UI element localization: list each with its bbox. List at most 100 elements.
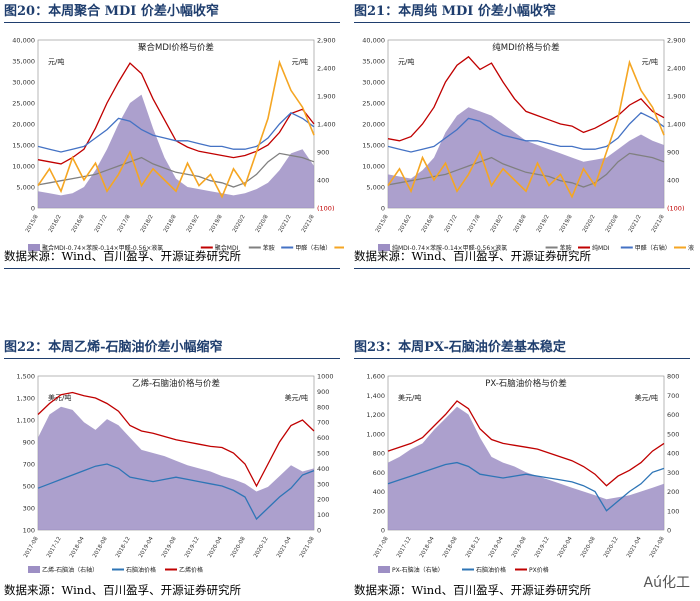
y-tick-left: 35,000 [12,58,35,66]
legend-label: 甲醛（右轴） [635,244,671,252]
x-tick: 2018-04 [69,536,86,559]
x-tick: 2018-04 [419,536,436,559]
series-line [387,112,665,153]
series-line [37,62,315,165]
x-tick: 2019-04 [138,536,155,559]
legend-label: 石脑油价格 [476,566,506,574]
y-tick-left: 30,000 [12,79,35,87]
chart-panel-1: 图20：本周聚合 MDI 价差小幅收窄 聚合MDI价格与价差 元/吨 元/吨 40,0… [4,2,344,292]
chart-title: PX-石脑油价格与价差 [485,378,567,389]
legend-label: 乙烯价格 [179,566,203,574]
x-tick: 2021/2 [628,214,643,234]
source-note: 数据来源：Wind、百川盈孚、开源证券研究所 [354,249,592,263]
x-tick: 2017/8 [467,214,482,234]
x-tick: 2021-08 [299,536,316,559]
x-tick: 2020/8 [255,214,270,234]
x-tick: 2018-08 [442,536,459,559]
series-area [38,94,314,208]
x-tick: 2018-08 [92,536,109,559]
y-tick-right: 1000 [317,373,334,381]
x-tick: 2016/2 [398,214,413,234]
series-area [388,406,664,530]
legend-label: 纯MDI-0.74×苯胺-0.14×甲醛-0.56×液氯 [392,244,507,252]
legend-label: PX价格 [529,566,549,574]
legend-swatch [28,244,40,251]
y-tick-left: 100 [23,527,35,535]
left-axis-unit: 美元/吨 [48,393,71,402]
y-tick-right: 1,900 [667,93,686,101]
y-tick-left: 1,600 [366,373,385,381]
source-note: 数据来源：Wind、百川盈孚、开源证券研究所 [4,583,242,597]
x-tick: 2018/8 [513,214,528,234]
x-tick: 2021/2 [278,214,293,234]
y-tick-right: 400 [317,177,329,185]
y-tick-right: 400 [667,450,679,458]
y-tick-right: 1,900 [317,93,336,101]
x-tick: 2018/8 [163,214,178,234]
x-tick: 2020/2 [232,214,247,234]
series-area [38,406,314,530]
y-tick-left: 15,000 [12,142,35,150]
series-area [388,107,664,208]
y-tick-left: 1,400 [366,392,385,400]
x-tick: 2016/8 [421,214,436,234]
x-tick: 2021/8 [651,214,666,234]
series-line [37,391,315,488]
y-tick-right: 2,900 [667,37,686,45]
x-tick: 2016/2 [48,214,63,234]
x-tick: 2020-04 [557,536,574,559]
series-line [37,59,315,199]
y-tick-right: 1,400 [667,121,686,129]
legend-swatch [28,566,40,573]
y-tick-left: 15,000 [362,142,385,150]
y-tick-left: 1,300 [16,395,35,403]
chart-header: 图23：本周PX-石脑油价差基本稳定 [354,338,690,359]
y-tick-left: 1,000 [366,430,385,438]
y-tick-left: 25,000 [12,100,35,108]
legend-label: 聚合MDI-0.74×苯胺-0.14×甲醛-0.56×液氯 [42,244,163,252]
series-line [387,461,665,512]
y-tick-right: 2,400 [317,65,336,73]
source-note: 数据来源：Wind、百川盈孚、开源证券研究所 [4,249,242,263]
x-tick: 2017-12 [396,536,413,559]
series-line [387,152,665,188]
y-tick-right: 500 [317,450,329,458]
x-tick: 2019-12 [184,536,201,559]
x-tick: 2017-08 [23,536,40,559]
y-tick-left: 20,000 [12,121,35,129]
divider [4,268,340,269]
y-tick-left: 400 [373,488,385,496]
y-tick-left: 600 [373,469,385,477]
y-tick-left: 25,000 [362,100,385,108]
legend-label: 聚合MDI [215,244,239,252]
y-tick-right: (100) [317,205,334,213]
legend-label: 苯胺 [560,244,572,252]
x-tick: 2017/8 [117,214,132,234]
y-tick-right: 100 [317,511,329,519]
y-tick-right: 200 [317,496,329,504]
x-tick: 2019/8 [209,214,224,234]
y-tick-left: 10,000 [362,163,385,171]
legend-label: 苯胺 [263,244,275,252]
y-tick-right: 800 [317,403,329,411]
y-tick-left: 1,200 [366,411,385,419]
y-tick-right: 500 [667,430,679,438]
x-tick: 2019-08 [161,536,178,559]
x-tick: 2017-12 [46,536,63,559]
chart-panel-3: 图22：本周乙烯-石脑油价差小幅缩窄 乙烯-石脑油价格与价差 美元/吨 美元/吨 1,… [4,338,344,600]
legend-label: 乙烯-石脑油（右轴） [42,566,98,574]
divider [354,268,690,269]
x-tick: 2020-12 [253,536,270,559]
y-tick-left: 0 [381,527,385,535]
y-tick-right: 2,900 [317,37,336,45]
y-tick-left: 500 [23,483,35,491]
x-tick: 2020-08 [230,536,247,559]
y-tick-left: 700 [23,461,35,469]
y-tick-left: 35,000 [362,58,385,66]
y-tick-right: 600 [317,434,329,442]
y-tick-left: 5,000 [16,184,35,192]
x-tick: 2015/8 [375,214,390,234]
y-tick-left: 1,100 [16,417,35,425]
